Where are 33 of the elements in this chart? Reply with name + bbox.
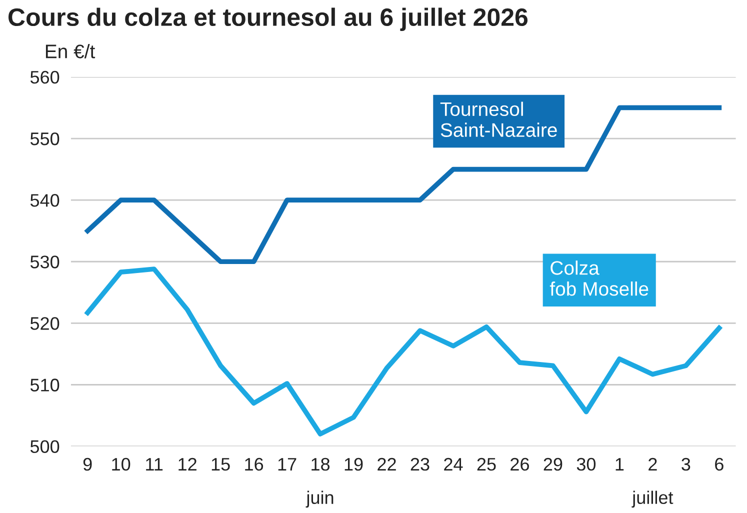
- x-tick-label: 30: [576, 458, 596, 471]
- x-tick-label: 26: [510, 458, 529, 471]
- x-tick-label: 12: [178, 458, 196, 471]
- x-tick-label: 1: [616, 458, 624, 471]
- y-tick-label: 500: [30, 440, 60, 454]
- x-tick-label: 22: [378, 458, 396, 471]
- x-tick-label: 9: [83, 458, 92, 471]
- x-tick-label: 19: [344, 458, 363, 471]
- x-tick-label: 16: [245, 458, 264, 471]
- x-tick-label: 25: [477, 458, 496, 471]
- y-tick-label: 510: [30, 378, 60, 392]
- x-tick-label: 15: [212, 458, 230, 471]
- x-tick-label: 10: [112, 458, 130, 471]
- x-tick-label: 24: [444, 458, 463, 471]
- y-tick-label: 520: [30, 317, 60, 330]
- x-tick-label: 17: [278, 458, 296, 471]
- text: juillet: [632, 490, 674, 508]
- y-tick-label: 550: [30, 132, 60, 146]
- text: Colza fob Moselle: [550, 260, 648, 296]
- series-label: Tournesol Saint-Nazaire: [440, 102, 557, 137]
- x-tick-label: 29: [544, 458, 562, 471]
- x-tick-label: 2: [648, 458, 657, 471]
- y-tick-label: 540: [30, 194, 60, 207]
- x-tick-label: 18: [312, 458, 330, 471]
- y-axis-title: En €/t: [46, 44, 96, 58]
- x-tick-label: 3: [682, 458, 690, 471]
- y-tick-label: 560: [30, 70, 60, 84]
- text: juin: [306, 490, 334, 508]
- chart-title: Cours du colza et tournesol au 6 juillet 2026: [8, 8, 528, 31]
- x-tick-label: 6: [715, 458, 724, 471]
- x-tick-label: 11: [146, 458, 163, 471]
- y-tick-label: 530: [30, 256, 60, 268]
- x-tick-label: 23: [410, 458, 430, 471]
